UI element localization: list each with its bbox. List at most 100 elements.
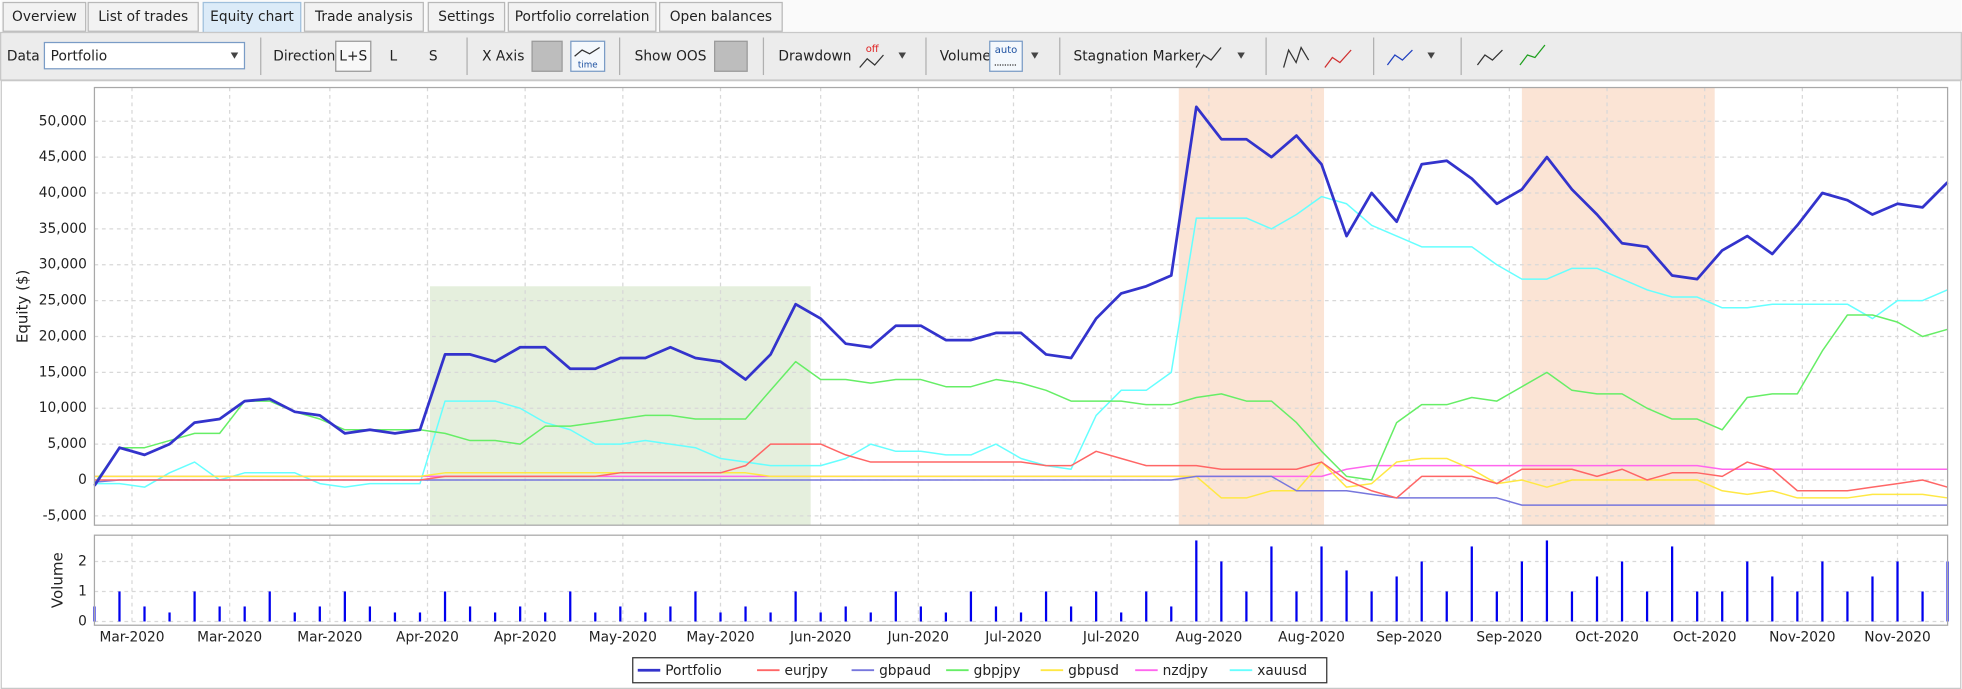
tab-label[interactable]: Portfolio correlation (515, 9, 650, 25)
data-value[interactable]: Portfolio (51, 48, 108, 64)
dropdown-arrow[interactable] (898, 52, 906, 59)
x-axis-trades-button[interactable] (531, 40, 563, 72)
drawdown-icon-label[interactable]: off (866, 44, 880, 55)
volume-bar (143, 606, 146, 622)
volume-bar (1370, 591, 1373, 622)
tab-label[interactable]: Trade analysis (314, 9, 413, 25)
x-tick-label: Apr-2020 (396, 630, 459, 646)
volume-bar (1721, 591, 1724, 622)
icon[interactable] (1324, 49, 1352, 68)
show-oos-button[interactable] (714, 40, 748, 72)
volume-bar (944, 612, 948, 622)
legend-box (632, 657, 1328, 684)
volume-bar (1420, 561, 1423, 622)
plots: -5,000 0 5,000 10,000 15,000 20,000 25,000 30,0… (14, 86, 1949, 684)
volume-label: Volume (940, 48, 991, 64)
volume-bar (744, 606, 747, 622)
tab[interactable] (659, 1, 783, 32)
x-tick-label: Oct-2020 (1575, 630, 1639, 646)
icon[interactable] (1476, 49, 1503, 66)
tab-label[interactable]: Settings (438, 9, 494, 25)
volume-icon-label[interactable]: auto (995, 45, 1018, 56)
y-tick-label: 10,000 (39, 400, 87, 416)
x-tick-label: Nov-2020 (1864, 630, 1930, 646)
y-tick-label: 45,000 (39, 149, 87, 165)
legend-label: gbpaud (879, 663, 931, 679)
volume-bar (343, 591, 346, 622)
volume-bar (1595, 576, 1599, 622)
volume-bar (1395, 576, 1398, 622)
icon[interactable] (1195, 47, 1222, 68)
x-tick-label: Oct-2020 (1673, 630, 1737, 646)
y-axis-title: Volume (49, 552, 67, 608)
x-axis-icon-label[interactable]: time (578, 61, 598, 71)
icon[interactable] (1386, 49, 1413, 66)
volume-bar (1445, 591, 1448, 622)
volume-bar (1771, 576, 1774, 622)
equity-line (94, 457, 1948, 499)
direction-option[interactable]: L+S (339, 48, 367, 64)
tab-label[interactable]: List of trades (98, 9, 188, 25)
volume-bar (1871, 576, 1874, 622)
legend-label: eurjpy (785, 663, 829, 679)
tab[interactable] (507, 1, 657, 32)
volume-bar (393, 612, 397, 622)
volume-button[interactable] (989, 40, 1023, 72)
legend: Portfolio eurjpy gbpaud gbpjpy gbpusd nzdjpy x… (632, 657, 1328, 684)
volume-bar (519, 606, 522, 622)
x-tick-label: Jul-2020 (1082, 630, 1140, 646)
drawdown-label: Drawdown (778, 48, 851, 64)
x-axis-label: X Axis (482, 48, 524, 64)
stagnation-region (430, 286, 811, 526)
tab[interactable] (2, 1, 87, 32)
y-tick-label: 30,000 (39, 257, 87, 273)
volume-bar (243, 606, 246, 622)
volume-bar (493, 612, 497, 622)
tab-label[interactable]: Overview (12, 9, 77, 25)
direction-option[interactable]: L (389, 48, 397, 64)
volume-bar (368, 606, 372, 622)
tab[interactable] (87, 1, 199, 32)
x-tick-label: Jul-2020 (984, 630, 1042, 646)
x-axis-time-button[interactable] (570, 40, 606, 72)
direction-option[interactable]: S (429, 48, 438, 64)
dropdown-arrow[interactable] (1031, 52, 1039, 59)
equity-line (94, 443, 1948, 499)
equity-line (93, 105, 1949, 487)
dropdown-arrow[interactable] (1427, 52, 1435, 59)
plot-frame (93, 86, 1949, 526)
tab-active[interactable] (202, 1, 302, 34)
icon[interactable] (1283, 46, 1310, 68)
icon[interactable] (1519, 44, 1546, 66)
volume-bar (268, 591, 271, 622)
data-combo[interactable] (43, 41, 246, 70)
y-tick-label: 0 (78, 472, 87, 488)
volume-bar (894, 591, 897, 622)
volume-bar (218, 606, 221, 622)
x-tick-label: Mar-2020 (99, 630, 164, 646)
volume-bar (1245, 591, 1248, 622)
dropdown-arrow[interactable] (1237, 52, 1245, 59)
volume-bar (1520, 561, 1523, 622)
tab-label[interactable]: Equity chart (210, 9, 294, 25)
volume-bar (594, 612, 597, 622)
toolbar-bg (0, 31, 1962, 81)
stagnation-region (1521, 87, 1715, 526)
y-tick-label: 35,000 (39, 221, 87, 237)
equity-line (93, 314, 1948, 485)
volume-bar (969, 591, 973, 622)
tab[interactable] (427, 1, 506, 32)
volume-bar (1746, 561, 1749, 622)
tab[interactable] (303, 1, 424, 32)
volume-bar (719, 612, 722, 622)
direction-button-active[interactable] (335, 40, 372, 72)
volume-bar (1295, 591, 1298, 622)
toolbar: Data Portfolio Direction L+S L S X Axis … (0, 31, 1962, 81)
tab-label[interactable]: Open balances (670, 9, 772, 25)
y-tick-label: 15,000 (39, 364, 87, 380)
show-oos-label: Show OOS (635, 48, 707, 64)
volume-bar (994, 606, 998, 622)
y-tick-label: 40,000 (39, 185, 87, 201)
volume-bar (1145, 591, 1148, 622)
volume-bar (1645, 591, 1649, 622)
